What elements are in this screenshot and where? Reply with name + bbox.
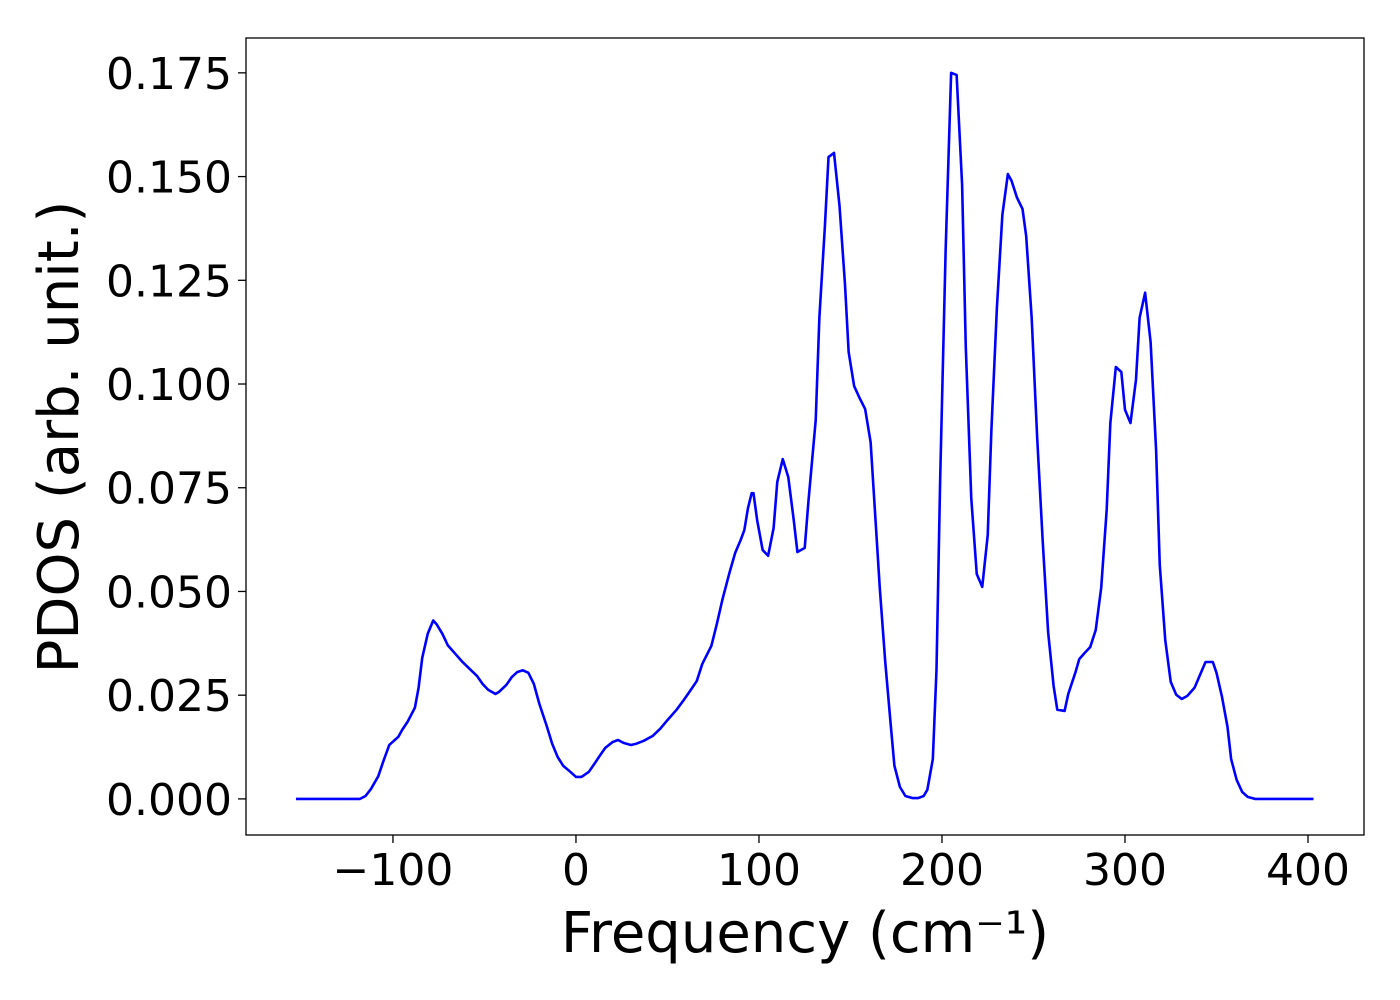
- y-tick-label: 0.150: [106, 153, 232, 204]
- y-tick-label: 0.175: [106, 49, 232, 100]
- x-axis-label: Frequency (cm⁻¹): [561, 901, 1049, 966]
- x-tick-label: −100: [333, 845, 454, 896]
- x-tick-label: 200: [900, 845, 984, 896]
- x-tick-label: 0: [562, 845, 590, 896]
- y-tick-label: 0.075: [106, 464, 232, 515]
- x-tick-label: 400: [1266, 845, 1350, 896]
- plot-frame: [245, 37, 1365, 836]
- pdos-line: [295, 71, 1314, 801]
- y-axis-label: PDOS (arb. unit.): [27, 201, 92, 674]
- y-tick-label: 0.050: [106, 567, 232, 618]
- y-tick-label: 0.025: [106, 671, 232, 722]
- y-tick-label: 0.125: [106, 256, 232, 307]
- y-tick-label: 0.000: [106, 775, 232, 826]
- x-tick-label: 100: [717, 845, 801, 896]
- y-tick-label: 0.100: [106, 360, 232, 411]
- x-tick-label: 300: [1083, 845, 1167, 896]
